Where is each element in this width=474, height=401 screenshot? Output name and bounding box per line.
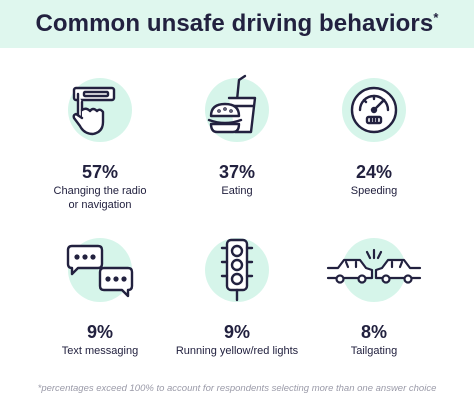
title-footnote-mark: * xyxy=(433,10,439,25)
chart-title: Common unsafe driving behaviors* xyxy=(35,10,438,38)
behavior-label: Speeding xyxy=(350,185,398,197)
title-banner: Common unsafe driving behaviors* xyxy=(0,0,474,48)
behavior-item: 24% Speeding xyxy=(295,78,453,198)
burger-and-drink-icon xyxy=(205,74,269,142)
percent-value: 24% xyxy=(355,162,393,182)
chat-bubbles-icon xyxy=(66,238,134,302)
chart-title-text: Common unsafe driving behaviors xyxy=(35,10,434,37)
percent-value: 8% xyxy=(360,322,387,342)
percent-value: 9% xyxy=(223,322,250,342)
behavior-item: 37% Eating xyxy=(158,74,316,198)
finger-pressing-radio-icon xyxy=(68,78,132,142)
behavior-label: Running yellow/red lights xyxy=(175,345,299,357)
traffic-light-icon xyxy=(205,238,269,302)
behavior-label: Eating xyxy=(221,185,253,197)
behavior-item: 9% Text messaging xyxy=(21,238,179,358)
behavior-label: Tailgating xyxy=(350,345,398,357)
percent-value: 57% xyxy=(81,162,119,182)
behavior-label: Text messaging xyxy=(61,345,139,357)
behavior-item: 57% Changing the radio or navigation xyxy=(21,78,179,212)
percent-value: 37% xyxy=(218,162,256,182)
behavior-item: 9% Running yellow/red lights xyxy=(158,238,316,358)
speedometer-icon xyxy=(342,78,406,142)
behavior-item: 8% Tailgating xyxy=(295,238,453,358)
behavior-label: Changing the radio or navigation xyxy=(53,185,147,211)
footnote: *percentages exceed 100% to account for … xyxy=(37,383,437,394)
percent-value: 9% xyxy=(86,322,113,342)
car-collision-icon xyxy=(326,238,422,302)
